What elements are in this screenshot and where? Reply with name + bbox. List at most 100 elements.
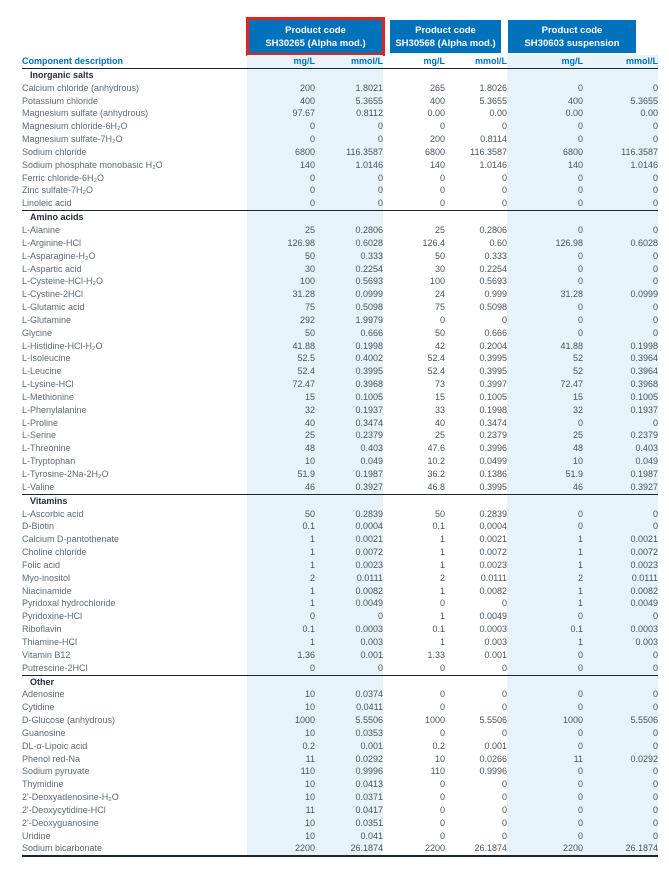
- component-name: L-Tyrosine-2Na-2H₂O: [22, 469, 109, 479]
- value-cell: 126.98: [247, 236, 315, 250]
- component-row: Sodium bicarbonate 2200 26.1874 2200 26.1874…: [22, 842, 658, 858]
- component-name: Magnesium chloride-6H₂O: [22, 121, 128, 132]
- value-cell: 100: [247, 275, 315, 289]
- value-cell: 0: [583, 120, 658, 134]
- value-cell: 0: [501, 792, 507, 803]
- value-cell: 0.0004: [315, 520, 383, 534]
- value-cell: 10.2: [427, 456, 445, 467]
- value-cell: 0: [501, 121, 507, 132]
- component-row: Calcium chloride (anhydrous) 200 1.8021 265…: [22, 81, 658, 95]
- value-cell: 51.9: [507, 468, 583, 481]
- value-cell: 0: [247, 133, 315, 146]
- value-cell: 0.003: [484, 636, 507, 647]
- value-cell: 0: [583, 275, 658, 289]
- value-cell: 6800: [247, 145, 315, 159]
- section-spacer-cell: [583, 210, 658, 224]
- component-name: L-Leucine: [22, 366, 62, 377]
- value-cell: 0: [439, 662, 445, 673]
- component-row: Guanosine 10 0.0353 0 0 0 0: [22, 726, 658, 740]
- value-cell: 0: [583, 197, 658, 211]
- value-cell: 0: [507, 765, 583, 779]
- value-cell: 0: [583, 816, 658, 830]
- section-spacer-cell: [383, 674, 445, 689]
- value-cell: 0: [583, 171, 658, 185]
- value-cell: 0.0021: [583, 533, 658, 547]
- value-cell: 0.2379: [315, 429, 383, 443]
- value-cell: 100: [429, 276, 445, 287]
- value-cell: 5.5506: [479, 715, 507, 726]
- value-cell: 0: [439, 817, 445, 828]
- value-cell: 0: [583, 249, 658, 263]
- component-name: L-Valine: [22, 481, 55, 492]
- value-cell: 0.9996: [479, 766, 507, 777]
- value-cell: 0.0111: [583, 571, 658, 585]
- value-cell: 0: [439, 727, 445, 738]
- value-cell: 10: [247, 778, 315, 792]
- value-cell: 116.3587: [315, 145, 383, 159]
- value-cell: 0.041: [315, 829, 383, 843]
- component-row: Uridine 10 0.041 0 0 0 0: [22, 829, 658, 843]
- component-name: Folic acid: [22, 559, 61, 570]
- value-cell: 48: [507, 442, 583, 456]
- component-name: Zinc sulfate-7H₂O: [22, 185, 94, 196]
- value-cell: 10: [247, 816, 315, 830]
- section-spacer-cell: [507, 210, 583, 224]
- value-cell: 0: [439, 702, 445, 713]
- value-cell: 6800: [424, 146, 445, 157]
- value-cell: 0: [583, 701, 658, 715]
- value-cell: 0: [507, 507, 583, 521]
- component-row: L-Glutamine 292 1.9979 0 0 0 0: [22, 313, 658, 327]
- component-name: Sodium phosphate monobasic H₂O: [22, 159, 163, 170]
- value-cell: 41.88: [247, 339, 315, 353]
- component-row: D-Glucose (anhydrous) 1000 5.5506 1000 5.550…: [22, 714, 658, 727]
- value-cell: 0: [507, 184, 583, 198]
- component-name: Pyridoxal hydrochloride: [22, 598, 116, 609]
- value-cell: 0.1998: [315, 339, 383, 353]
- value-cell: 50: [247, 507, 315, 521]
- value-cell: 2: [507, 571, 583, 585]
- component-name: 2'-Deoxyguanosine: [22, 817, 99, 828]
- value-cell: 116.3587: [470, 146, 507, 157]
- value-cell: 75: [247, 301, 315, 314]
- value-cell: 0.0003: [479, 624, 507, 635]
- value-cell: 5.3655: [479, 95, 507, 106]
- value-cell: 0.0049: [583, 597, 658, 611]
- value-cell: 1: [439, 534, 445, 545]
- value-cell: 0: [583, 262, 658, 276]
- value-cell: 0: [439, 172, 445, 183]
- value-cell: 0: [583, 791, 658, 804]
- value-cell: 0.2806: [479, 224, 507, 235]
- product-header-sh30265-highlighted: Product code SH30265 (Alpha mod.): [246, 17, 385, 56]
- product-code-label: Product code: [285, 24, 346, 36]
- section-spacer-cell: [315, 493, 383, 508]
- product-code-label: Product code: [415, 24, 476, 36]
- value-cell: 0: [583, 81, 658, 95]
- value-cell: 0: [507, 520, 583, 534]
- value-cell: 0: [501, 817, 507, 828]
- value-cell: 5.3655: [315, 94, 383, 108]
- value-cell: 0.1937: [583, 403, 658, 417]
- value-cell: 0: [507, 688, 583, 702]
- value-cell: 0: [583, 739, 658, 753]
- component-name: Myo-inositol: [22, 572, 71, 583]
- unit-header-p1-mmol: mmol/L: [315, 55, 383, 69]
- value-cell: 0.5098: [315, 301, 383, 314]
- section-title: Vitamins: [22, 493, 247, 508]
- value-cell: 2: [439, 572, 445, 583]
- value-cell: 0: [583, 313, 658, 327]
- component-name: Sodium bicarbonate: [22, 842, 247, 858]
- component-row: 2'-Deoxyadenosine-H₂O 10 0.0371 0 0 0 0: [22, 791, 658, 804]
- value-cell: 97.67: [247, 107, 315, 121]
- value-cell: 75: [434, 302, 445, 313]
- component-row: L-Aspartic acid 30 0.2254 30 0.2254 0 0: [22, 262, 658, 276]
- value-cell: 400: [507, 94, 583, 108]
- value-cell: 5.5506: [583, 714, 658, 727]
- value-cell: 0.3474: [479, 417, 507, 428]
- component-name: L-Histidine-HCl-H₂O: [22, 340, 103, 351]
- section-spacer-cell: [583, 493, 658, 508]
- value-cell: 0: [247, 197, 315, 211]
- value-cell: 0.2: [247, 739, 315, 753]
- section-spacer-cell: [583, 674, 658, 689]
- value-cell: 0: [583, 778, 658, 792]
- value-cell: 2: [247, 571, 315, 585]
